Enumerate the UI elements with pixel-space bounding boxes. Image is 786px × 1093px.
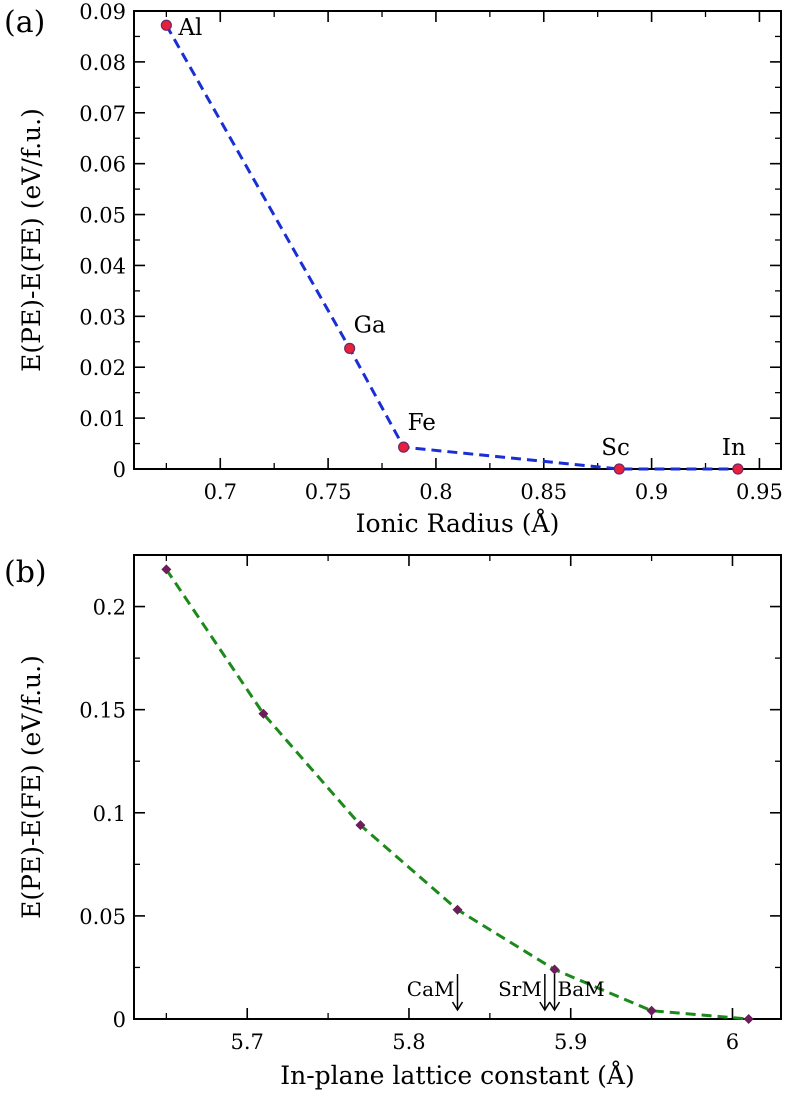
annotation-label: BaM bbox=[558, 977, 605, 1001]
data-point bbox=[743, 1014, 754, 1024]
panel-a: 0.7 0.75 0.8 0.85 0.9 0.95 0 0.01 0.02 0.03 0.04 0.… bbox=[4, 0, 783, 538]
annotation-arrowhead bbox=[548, 1001, 561, 1012]
y-tick-label: 0.08 bbox=[79, 51, 126, 75]
point-label: Sc bbox=[601, 435, 630, 461]
y-tick-label: 0.02 bbox=[79, 356, 126, 380]
x-tick-label: 0.7 bbox=[204, 480, 237, 504]
point-label: Fe bbox=[408, 410, 436, 436]
y-axis-label: E(PE)-E(FE) (eV/f.u.) bbox=[17, 655, 46, 919]
y-tick-label: 0.15 bbox=[79, 699, 126, 723]
data-point bbox=[397, 441, 410, 453]
plot-frame bbox=[133, 10, 782, 470]
y-axis-label: E(PE)-E(FE) (eV/f.u.) bbox=[17, 108, 46, 372]
y-tick-label: 0.1 bbox=[93, 802, 126, 826]
x-tick-label: 0.8 bbox=[419, 480, 452, 504]
annotation-label: CaM bbox=[407, 977, 455, 1001]
data-point bbox=[452, 904, 463, 915]
y-tick-label: 0.03 bbox=[79, 305, 126, 329]
series-line bbox=[165, 24, 738, 471]
y-tick-label: 0.09 bbox=[79, 0, 126, 24]
x-tick-label: 5.8 bbox=[392, 1030, 425, 1054]
data-point bbox=[646, 1005, 657, 1016]
data-point bbox=[613, 463, 625, 475]
data-point bbox=[344, 342, 356, 354]
y-tick-label: 0.07 bbox=[79, 102, 126, 126]
x-tick-label: 5.7 bbox=[231, 1030, 264, 1054]
x-tick-label: 0.95 bbox=[736, 480, 783, 504]
point-label: In bbox=[722, 435, 746, 461]
x-tick-label: 0.9 bbox=[635, 480, 668, 504]
series-line bbox=[165, 568, 749, 1021]
y-tick-label: 0 bbox=[113, 1008, 126, 1032]
panel-label: (b) bbox=[4, 555, 47, 590]
plot-frame bbox=[133, 554, 782, 1020]
panel-b: 5.7 5.8 5.9 6 0 0.05 0.1 0.15 0.2 In-plane lattic… bbox=[4, 554, 782, 1090]
x-axis-label: Ionic Radius (Å) bbox=[356, 508, 560, 538]
x-tick-label: 0.75 bbox=[305, 480, 352, 504]
x-axis-label: In-plane lattice constant (Å) bbox=[280, 1060, 635, 1090]
annotation-label: SrM bbox=[498, 977, 542, 1001]
data-point bbox=[732, 463, 744, 475]
point-label: Ga bbox=[354, 312, 386, 338]
data-point bbox=[355, 820, 366, 831]
point-label: Al bbox=[177, 15, 202, 41]
data-point bbox=[549, 964, 560, 975]
x-tick-label: 5.9 bbox=[554, 1030, 587, 1054]
x-tick-label: 0.85 bbox=[520, 480, 567, 504]
y-tick-label: 0.01 bbox=[79, 407, 126, 431]
data-point bbox=[160, 19, 172, 31]
y-tick-label: 0.05 bbox=[79, 204, 126, 228]
y-tick-label: 0.04 bbox=[79, 254, 126, 278]
y-tick-label: 0.2 bbox=[93, 596, 126, 620]
annotation-arrowhead bbox=[539, 1001, 551, 1012]
y-tick-label: 0.06 bbox=[79, 153, 126, 177]
annotation-arrowhead bbox=[451, 1001, 464, 1012]
panel-label: (a) bbox=[4, 5, 45, 40]
data-point bbox=[258, 708, 269, 719]
x-tick-label: 6 bbox=[726, 1030, 739, 1054]
y-tick-label: 0 bbox=[113, 458, 126, 482]
y-tick-label: 0.05 bbox=[79, 905, 126, 929]
data-point bbox=[161, 564, 172, 575]
